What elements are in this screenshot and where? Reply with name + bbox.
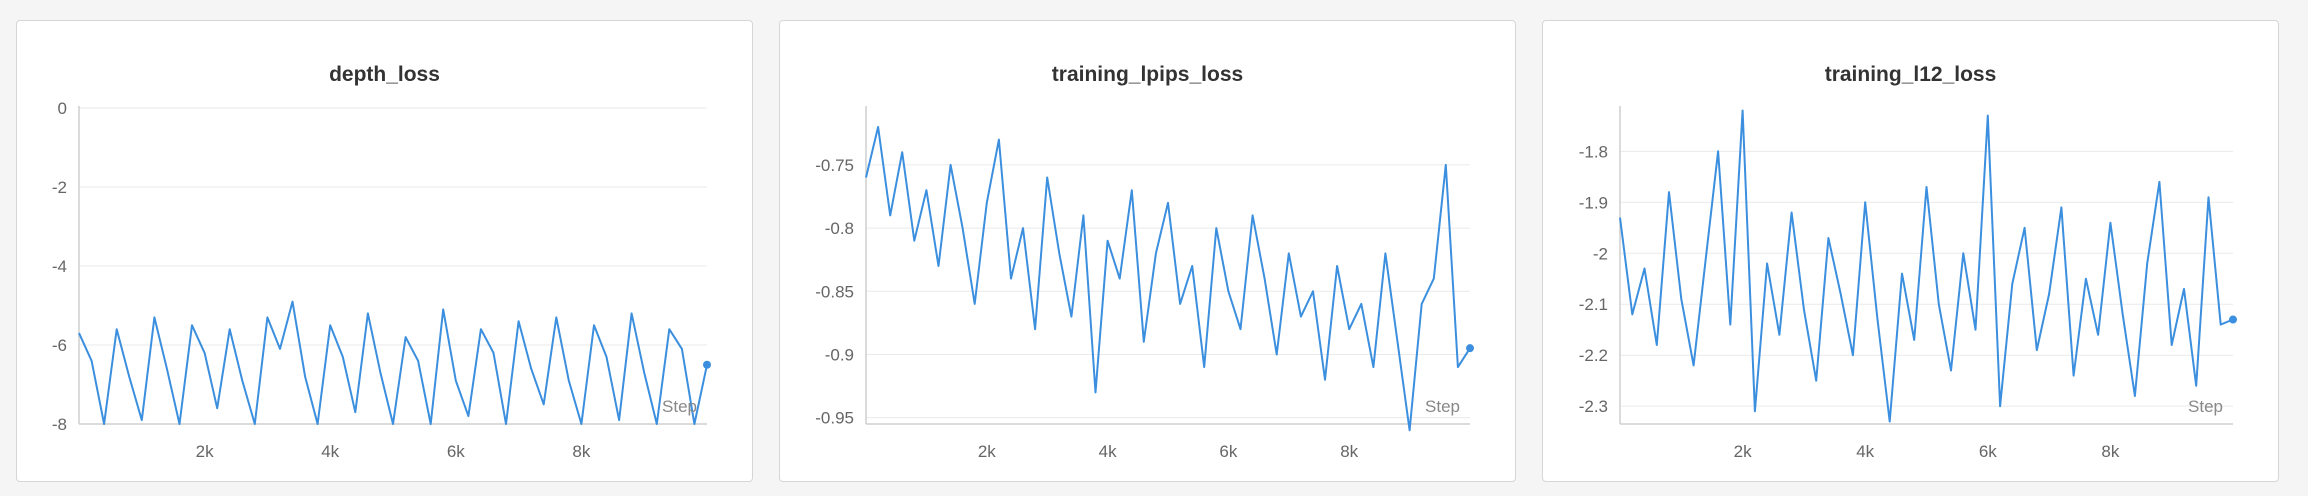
chart-panel-training-lpips-loss: training_lpips_loss -0.75 -0.8 -0.85 -0.9 -0… — [779, 20, 1516, 482]
chart-title: depth_loss — [329, 63, 440, 86]
series-end-point — [1466, 344, 1474, 353]
y-tick-label: -0.95 — [815, 409, 854, 428]
x-tick-label: 4k — [1099, 442, 1117, 461]
y-tick-label: -1.8 — [1579, 142, 1608, 161]
x-tick-label: 2k — [1734, 442, 1752, 461]
x-tick-label: 8k — [2101, 442, 2119, 461]
x-tick-label: 8k — [572, 442, 590, 461]
chart-plot-area[interactable]: 0 -2 -4 -6 -8 2k 4k 6k 8k Step — [17, 21, 754, 483]
series-line — [78, 300, 708, 425]
x-tick-label: 2k — [196, 442, 214, 461]
y-tick-label: -0.85 — [815, 282, 854, 301]
chart-title: training_l12_loss — [1824, 63, 1997, 86]
x-tick-label: 4k — [321, 442, 339, 461]
y-tick-label: -0.8 — [825, 219, 854, 238]
y-tick-label: 0 — [58, 99, 67, 118]
x-tick-label: 6k — [1219, 442, 1237, 461]
chart-plot-area[interactable]: -1.8 -1.9 -2 -2.1 -2.2 -2.3 2k 4k 6k 8k Step — [1543, 21, 2280, 483]
x-tick-label: 6k — [447, 442, 465, 461]
x-tick-label: 6k — [1979, 442, 1997, 461]
y-tick-label: -0.9 — [825, 345, 854, 364]
y-tick-label: -4 — [52, 257, 67, 276]
chart-title: training_lpips_loss — [1051, 63, 1244, 86]
y-tick-label: -2.1 — [1579, 295, 1608, 314]
y-tick-label: -0.75 — [815, 156, 854, 175]
chart-panel-training-l12-loss: training_l12_loss -1.8 -1.9 -2 -2.1 -2.2 -2.3… — [1542, 20, 2279, 482]
x-axis-label: Step — [2188, 397, 2223, 416]
x-tick-label: 2k — [978, 442, 996, 461]
y-tick-label: -8 — [52, 415, 67, 434]
series-line — [865, 126, 1471, 432]
y-tick-label: -2 — [1593, 244, 1608, 263]
y-tick-label: -1.9 — [1579, 193, 1608, 212]
x-tick-label: 8k — [1340, 442, 1358, 461]
y-tick-label: -6 — [52, 336, 67, 355]
x-axis-label: Step — [662, 397, 697, 416]
series-end-point — [703, 360, 711, 369]
chart-plot-area[interactable]: -0.75 -0.8 -0.85 -0.9 -0.95 2k 4k 6k 8k Step — [780, 21, 1517, 483]
y-tick-label: -2.3 — [1579, 397, 1608, 416]
series-end-point — [2229, 315, 2237, 324]
x-tick-label: 4k — [1856, 442, 1874, 461]
series-line — [1619, 109, 2234, 423]
chart-panel-depth-loss: depth_loss 0 -2 -4 -6 -8 2k 4k 6k 8k Step — [16, 20, 753, 482]
y-tick-label: -2.2 — [1579, 346, 1608, 365]
y-tick-label: -2 — [52, 178, 67, 197]
x-axis-label: Step — [1425, 397, 1460, 416]
